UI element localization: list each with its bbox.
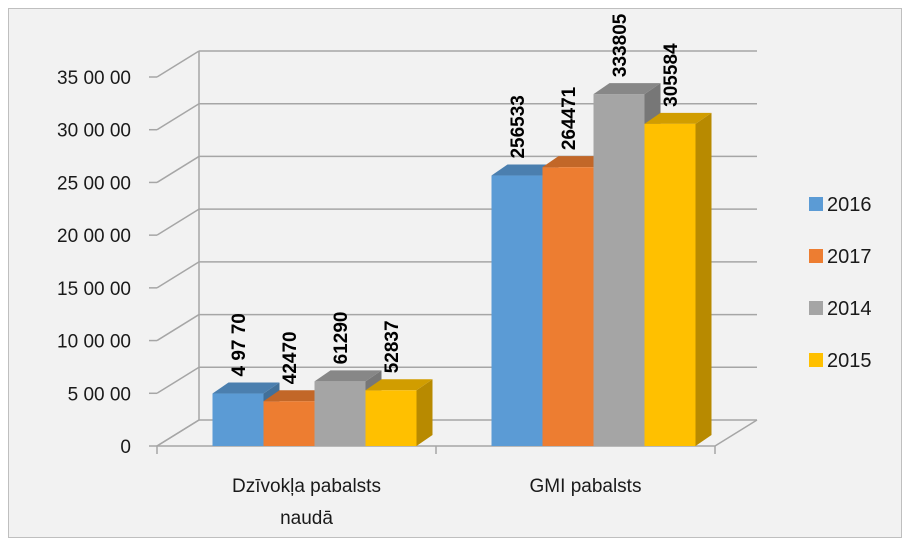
y-axis: 0 5 00 00 10 00 00 15 00 00 20 00 00 25 00 00… [57, 68, 157, 458]
x-axis: Dzīvokļa pabalsts naudā GMI pabalsts [156, 446, 716, 529]
bar [491, 175, 543, 446]
legend-label: 2016 [827, 194, 872, 216]
legend-swatch [809, 353, 823, 367]
bar [365, 390, 417, 446]
bar-top [212, 382, 280, 394]
legend: 2016 2017 2014 2015 [809, 194, 872, 372]
data-label: 4 97 70 [229, 313, 250, 376]
data-label: 256533 [508, 95, 529, 158]
gridline-diagonal [156, 50, 200, 78]
data-label: 264471 [559, 86, 580, 150]
bar-top [542, 156, 610, 168]
bar-top [263, 390, 331, 402]
chart-area: 0 5 00 00 10 00 00 15 00 00 20 00 00 25 00 00… [8, 8, 902, 538]
bar-top [593, 83, 661, 95]
y-tick-label: 30 00 00 [57, 121, 131, 142]
bar-chart: 0 5 00 00 10 00 00 15 00 00 20 00 00 25 00 00… [57, 13, 872, 529]
gridline-diagonal [156, 419, 200, 447]
legend-label: 2015 [827, 350, 872, 372]
legend-label: 2017 [827, 246, 872, 268]
y-tick-label: 25 00 00 [57, 173, 131, 194]
bar [593, 94, 645, 446]
legend-label: 2014 [827, 298, 872, 320]
data-label: 333805 [610, 13, 631, 77]
bar-side [695, 112, 712, 447]
gridline-diagonal [156, 366, 200, 394]
data-label: 52837 [382, 320, 403, 373]
y-tick-label: 5 00 00 [68, 384, 131, 405]
y-tick-label: 35 00 00 [57, 68, 131, 89]
bar [212, 393, 264, 446]
bar-top [314, 370, 382, 382]
data-label: 42470 [280, 331, 301, 384]
y-tick-label: 10 00 00 [57, 332, 131, 353]
gridline-diagonal [156, 155, 200, 184]
bar-top [365, 379, 433, 391]
x-tick-label: naudā [280, 508, 333, 529]
bars [212, 83, 712, 447]
y-tick-label: 15 00 00 [57, 279, 131, 300]
bar-top [644, 112, 712, 124]
gridline-diagonal [156, 103, 200, 131]
data-labels: 4 97 70 42470 61290 52837 256533 264471 333805… [229, 13, 682, 384]
legend-swatch [809, 197, 823, 211]
y-tick-label: 20 00 00 [57, 226, 131, 247]
bar-side [416, 379, 433, 446]
y-tick-label: 0 [120, 437, 131, 458]
bar [314, 381, 366, 446]
x-tick-label: GMI pabalsts [530, 476, 642, 497]
gridline-diagonal [156, 208, 200, 236]
gridline-diagonal [156, 261, 200, 289]
bar-top [491, 164, 559, 176]
bar [263, 401, 315, 446]
legend-swatch [809, 249, 823, 263]
bar [542, 167, 594, 446]
x-tick-label: Dzīvokļa pabalsts [232, 476, 381, 497]
bar [644, 123, 696, 447]
side-wall-edge [156, 51, 200, 447]
data-label: 61290 [331, 312, 352, 365]
data-label: 305584 [661, 43, 682, 107]
legend-swatch [809, 301, 823, 315]
gridline-diagonal [156, 313, 200, 342]
